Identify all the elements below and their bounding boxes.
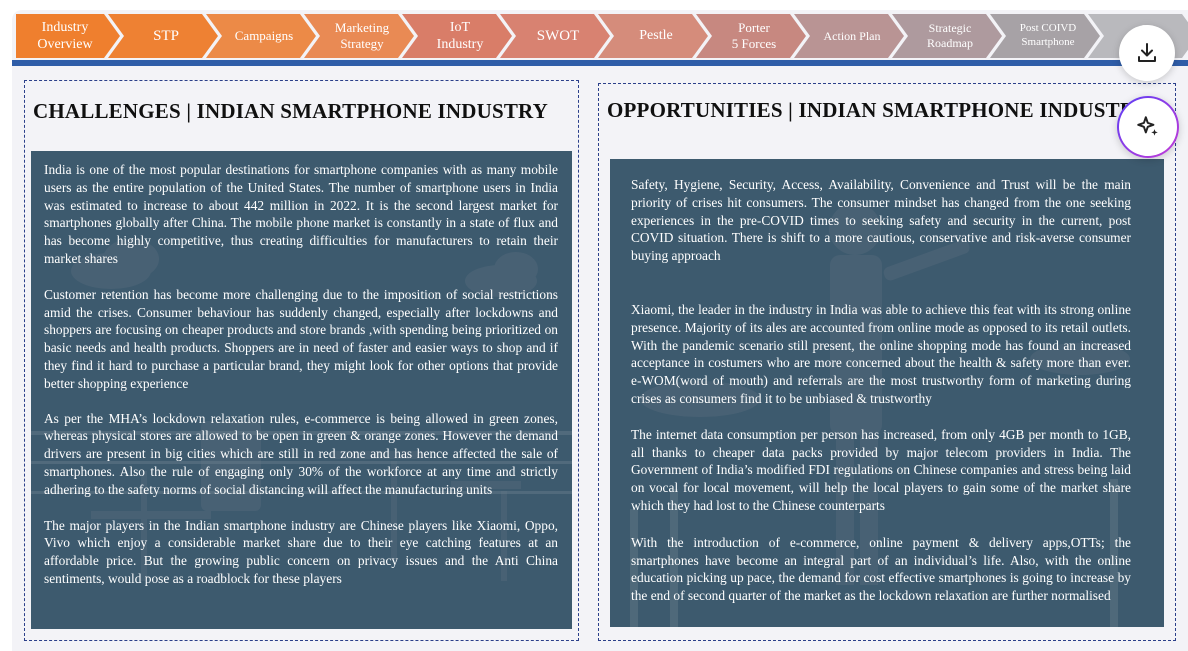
opportunities-panel: OPPORTUNITIES | INDIAN SMARTPHONE INDUST… <box>598 83 1176 641</box>
nav-campaigns[interactable]: Campaigns <box>206 14 316 58</box>
opportunities-paragraph: With the introduction of e-commerce, onl… <box>631 534 1131 604</box>
nav-swot[interactable]: SWOT <box>500 14 610 58</box>
nav-action-plan[interactable]: Action Plan <box>794 14 904 58</box>
challenges-text: India is one of the most popular destina… <box>44 161 558 606</box>
nav-iot-industry[interactable]: IoT Industry <box>402 14 512 58</box>
opportunities-paragraph: The internet data consumption per person… <box>631 426 1131 513</box>
nav-stp[interactable]: STP <box>108 14 218 58</box>
opportunities-content-box: Safety, Hygiene, Security, Access, Avail… <box>610 159 1164 627</box>
ai-assist-button[interactable] <box>1117 96 1179 158</box>
opportunities-paragraph: Safety, Hygiene, Security, Access, Avail… <box>631 177 1131 264</box>
opportunities-text: Safety, Hygiene, Security, Access, Avail… <box>631 176 1131 623</box>
accent-bar <box>12 60 1188 66</box>
section-nav: Industry Overview STP Campaigns Marketin… <box>12 14 1188 58</box>
nav-pestle[interactable]: Pestle <box>598 14 708 58</box>
nav-strategic-roadmap[interactable]: Strategic Roadmap <box>892 14 1002 58</box>
opportunities-paragraph: Xiaomi, the leader in the industry in In… <box>631 301 1131 406</box>
challenges-content-box: India is one of the most popular destina… <box>31 151 572 629</box>
background-illustration <box>630 203 1130 627</box>
challenges-paragraph: India is one of the most popular destina… <box>44 162 558 266</box>
challenges-paragraph: The major players in the Indian smartpho… <box>44 517 558 586</box>
challenges-panel: CHALLENGES | INDIAN SMARTPHONE INDUSTRY <box>24 80 579 641</box>
challenges-paragraph: As per the MHA’s lockdown relaxation rul… <box>44 410 558 497</box>
nav-porter-5-forces[interactable]: Porter 5 Forces <box>696 14 806 58</box>
challenges-title: CHALLENGES | INDIAN SMARTPHONE INDUSTRY <box>33 99 549 123</box>
download-icon <box>1138 43 1156 62</box>
sparkle-icon <box>1137 116 1158 136</box>
background-illustration <box>31 239 572 581</box>
challenges-paragraph: Customer retention has become more chall… <box>44 286 558 391</box>
nav-post-covid-smartphone[interactable]: Post COIVD Smartphone <box>990 14 1100 58</box>
download-button[interactable] <box>1119 25 1175 81</box>
nav-industry-overview[interactable]: Industry Overview <box>16 14 120 58</box>
opportunities-title: OPPORTUNITIES | INDIAN SMARTPHONE INDUST… <box>607 98 1150 122</box>
slide: Industry Overview STP Campaigns Marketin… <box>12 10 1188 651</box>
nav-marketing-strategy[interactable]: Marketing Strategy <box>304 14 414 58</box>
